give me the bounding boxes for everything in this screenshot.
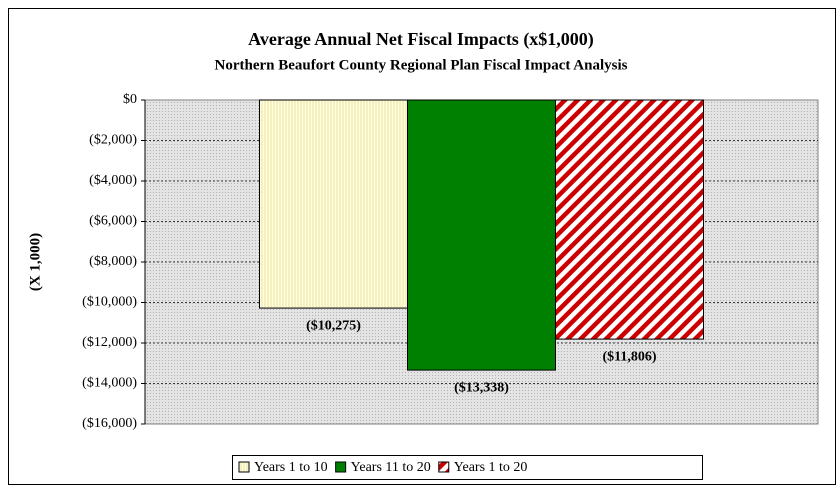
- y-tick-label: $0: [123, 92, 137, 107]
- y-tick-label: ($2,000): [89, 133, 137, 148]
- legend-swatch: [438, 461, 450, 473]
- legend-label: Years 11 to 20: [351, 460, 431, 475]
- y-tick-label: ($10,000): [82, 295, 137, 310]
- legend-label: Years 1 to 10: [254, 460, 328, 475]
- chart-subtitle: Northern Beaufort County Regional Plan F…: [215, 57, 628, 73]
- y-tick-label: ($12,000): [82, 335, 137, 350]
- y-axis-title: (X 1,000): [27, 233, 43, 291]
- y-tick-label: ($6,000): [89, 214, 137, 229]
- y-tick-label: ($16,000): [82, 416, 137, 431]
- y-tick-label: ($4,000): [89, 173, 137, 188]
- chart-title: Average Annual Net Fiscal Impacts (x$1,0…: [248, 29, 594, 50]
- legend-swatch: [335, 461, 347, 473]
- y-tick-label: ($14,000): [82, 376, 137, 391]
- bar: [555, 99, 704, 340]
- legend-swatch: [238, 461, 250, 473]
- data-label: ($11,806): [602, 349, 656, 364]
- legend-label: Years 1 to 20: [454, 460, 528, 475]
- bar: [407, 99, 556, 371]
- bar: [259, 99, 408, 309]
- data-label: ($13,338): [454, 380, 509, 395]
- data-label: ($10,275): [306, 318, 361, 333]
- y-tick-label: ($8,000): [89, 254, 137, 269]
- legend-box: [232, 455, 703, 480]
